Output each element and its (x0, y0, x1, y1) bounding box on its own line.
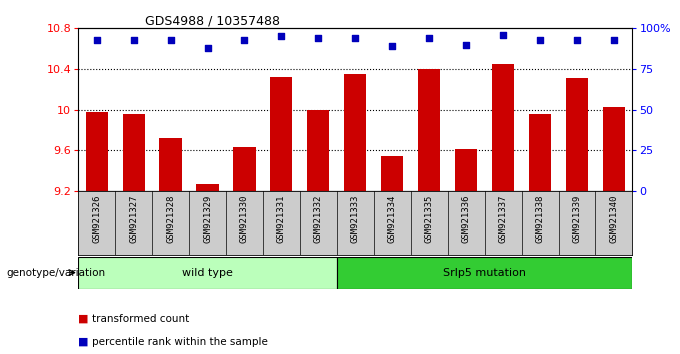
Text: genotype/variation: genotype/variation (7, 268, 106, 278)
Bar (271, 77, 292, 191)
Bar (381, 155, 403, 191)
Text: wild type: wild type (182, 268, 233, 278)
Bar (529, 114, 551, 191)
Text: GSM921331: GSM921331 (277, 194, 286, 243)
Text: GSM921327: GSM921327 (129, 194, 138, 243)
Bar (197, 184, 218, 191)
Text: GDS4988 / 10357488: GDS4988 / 10357488 (145, 14, 279, 27)
Text: GSM921337: GSM921337 (498, 194, 507, 243)
Point (91, 37, 102, 42)
Text: GSM921329: GSM921329 (203, 194, 212, 243)
Text: GSM921335: GSM921335 (425, 194, 434, 243)
Point (534, 37, 545, 42)
Text: GSM921330: GSM921330 (240, 194, 249, 243)
Bar (337, 257, 632, 289)
Point (165, 37, 176, 42)
Point (128, 37, 139, 42)
Bar (566, 78, 588, 191)
Bar (307, 110, 329, 191)
Bar (492, 64, 514, 191)
Bar (160, 138, 182, 191)
Text: transformed count: transformed count (92, 314, 189, 324)
Bar (344, 74, 367, 191)
Text: GSM921334: GSM921334 (388, 194, 396, 243)
Bar (455, 149, 477, 191)
Point (424, 35, 435, 41)
Point (609, 37, 619, 42)
Point (350, 35, 360, 41)
Bar (233, 147, 256, 191)
Point (387, 44, 398, 49)
Text: GSM921326: GSM921326 (92, 194, 101, 243)
Point (202, 45, 213, 51)
Point (239, 37, 250, 42)
Point (498, 32, 509, 38)
Bar (86, 112, 107, 191)
Text: GSM921340: GSM921340 (609, 194, 618, 243)
Text: ■: ■ (78, 337, 88, 347)
Text: Srlp5 mutation: Srlp5 mutation (443, 268, 526, 278)
Text: ■: ■ (78, 314, 88, 324)
Point (460, 42, 471, 47)
Text: GSM921333: GSM921333 (351, 194, 360, 243)
Bar (418, 69, 440, 191)
Bar (603, 107, 625, 191)
Text: percentile rank within the sample: percentile rank within the sample (92, 337, 268, 347)
Bar (78, 257, 337, 289)
Text: GSM921336: GSM921336 (462, 194, 471, 243)
Text: GSM921338: GSM921338 (536, 194, 545, 243)
Point (313, 35, 324, 41)
Text: GSM921328: GSM921328 (166, 194, 175, 243)
Point (276, 34, 287, 39)
Text: GSM921339: GSM921339 (573, 194, 581, 243)
Point (571, 37, 582, 42)
Bar (122, 114, 145, 191)
Text: GSM921332: GSM921332 (314, 194, 323, 243)
